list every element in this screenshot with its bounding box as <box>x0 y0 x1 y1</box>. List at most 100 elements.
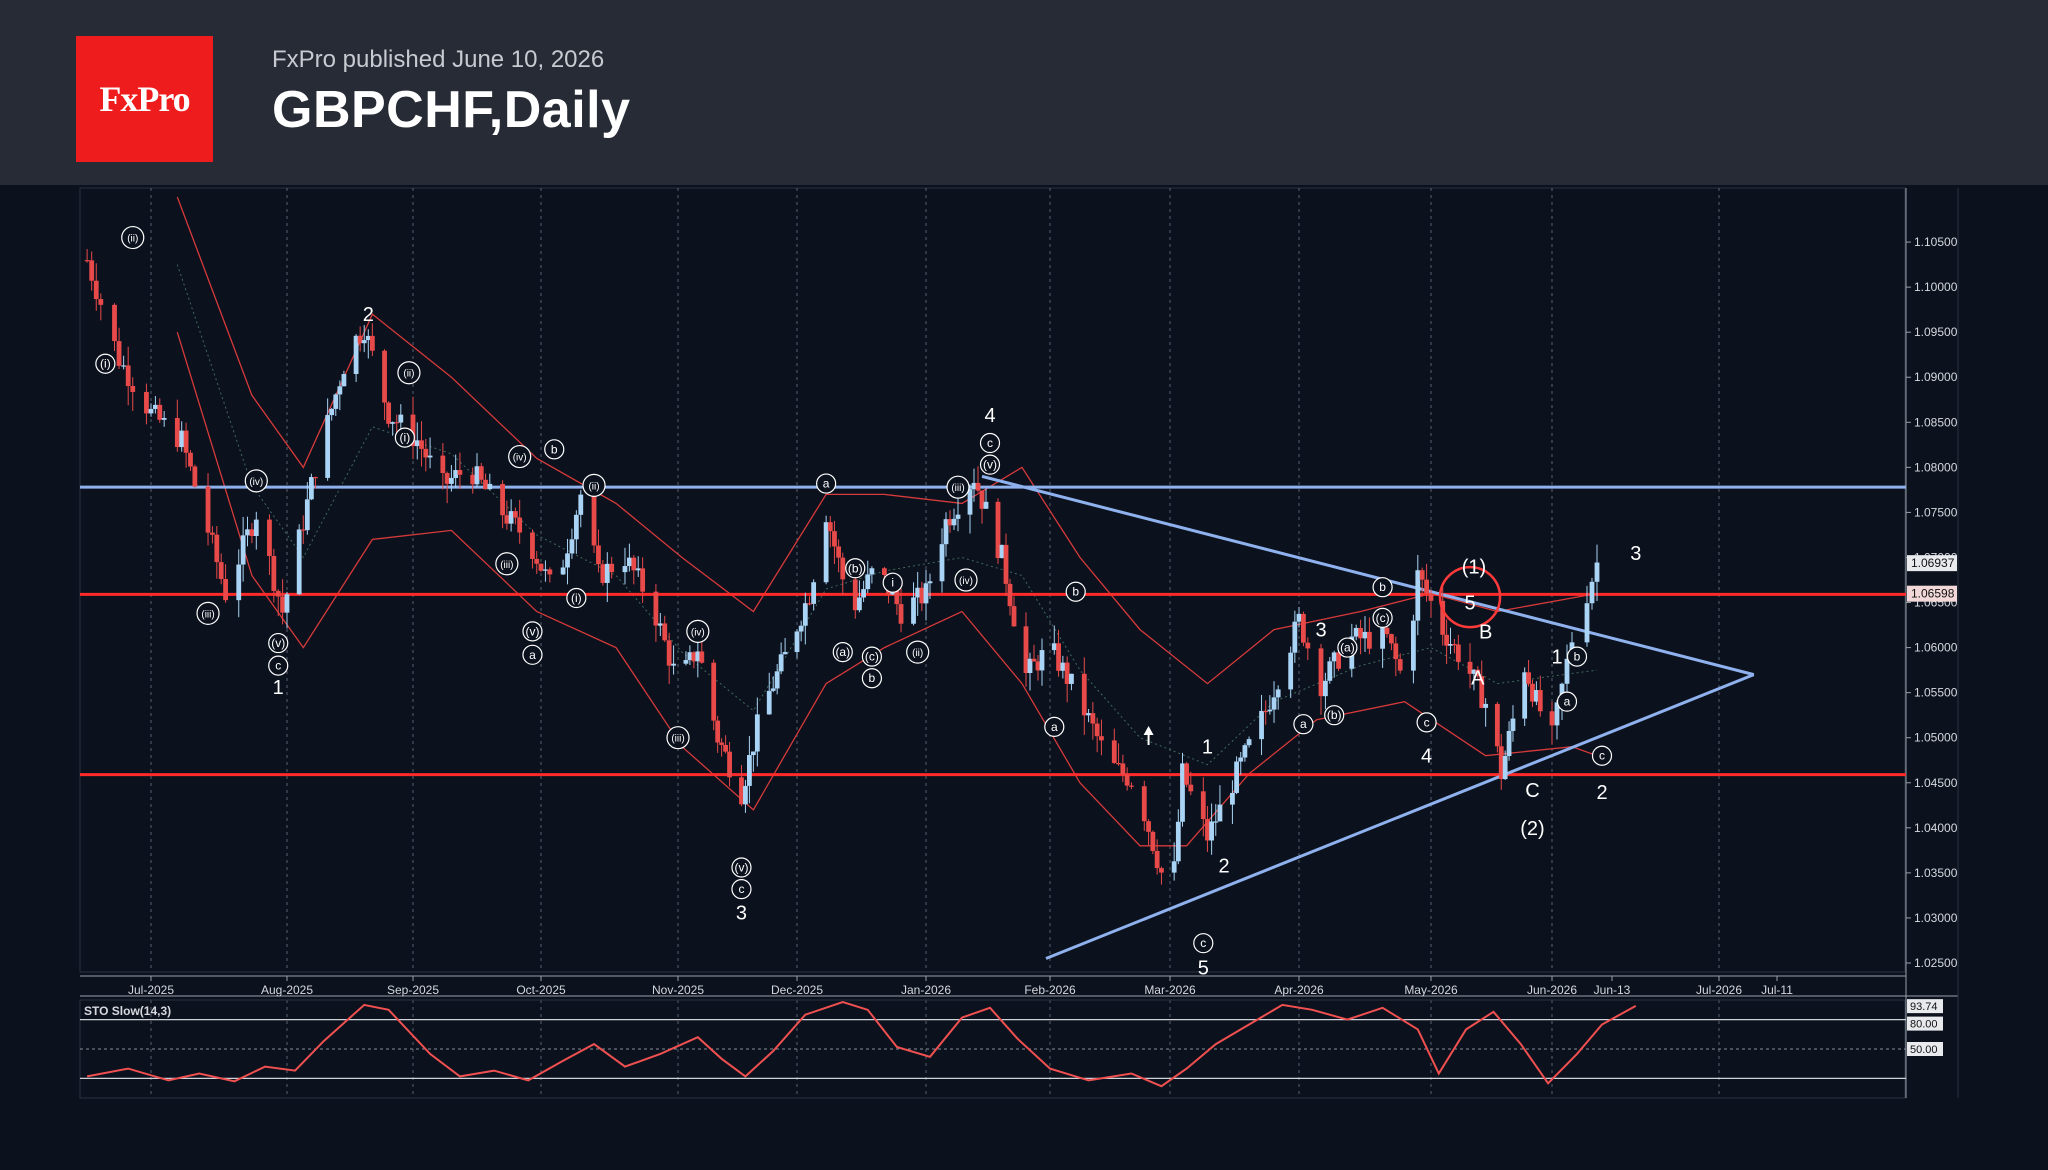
triangle-upper-line <box>981 474 1755 677</box>
candle <box>313 477 318 479</box>
wave-label-circle <box>95 353 116 374</box>
candle <box>683 660 689 664</box>
wave-label-circle <box>268 632 289 654</box>
candle <box>754 714 760 752</box>
candle <box>271 555 277 591</box>
candle <box>267 519 272 556</box>
wave-label-circle <box>196 601 220 625</box>
candle <box>1150 831 1156 851</box>
candle <box>337 386 343 395</box>
candle <box>1200 791 1206 820</box>
candle <box>1471 669 1477 674</box>
candle <box>747 755 752 786</box>
candle <box>807 603 812 605</box>
candle <box>1035 661 1041 671</box>
x-tick-label: Jul-2026 <box>1696 983 1742 997</box>
candle <box>560 567 566 575</box>
wave-label-circle <box>1556 691 1578 712</box>
x-tick-label: Sep-2025 <box>387 983 439 997</box>
wave-label: C <box>1525 780 1539 802</box>
candle <box>578 494 584 515</box>
candle <box>1099 736 1104 741</box>
candle <box>1031 658 1037 662</box>
candle <box>671 663 676 666</box>
candle <box>1502 756 1508 780</box>
candle <box>691 652 697 662</box>
wave-label: a <box>1051 720 1058 734</box>
candle <box>657 623 663 626</box>
candle <box>534 558 540 564</box>
x-tick-label: Jun-13 <box>1594 983 1631 997</box>
wave-label: c <box>1200 936 1206 950</box>
y-tick-label: 1.03500 <box>1914 866 1958 880</box>
candle <box>1217 804 1223 822</box>
candle <box>1589 581 1595 604</box>
candle <box>1323 680 1328 697</box>
candle <box>1362 631 1368 639</box>
candle <box>911 597 916 624</box>
y-tick-label: 1.10000 <box>1914 280 1958 294</box>
candle <box>852 579 858 611</box>
y-tick-label: 1.04000 <box>1914 821 1958 835</box>
candle <box>361 340 367 344</box>
candle <box>148 408 154 414</box>
candle <box>1234 761 1239 793</box>
candle <box>635 568 641 571</box>
candle <box>699 651 705 663</box>
wave-label: (c) <box>865 650 879 664</box>
candle <box>1452 644 1457 646</box>
candle <box>296 529 302 595</box>
candle <box>750 751 756 756</box>
candle <box>444 473 450 484</box>
candle <box>927 581 933 584</box>
candle <box>951 518 957 526</box>
candle <box>1081 673 1087 716</box>
wave-label: A <box>1471 667 1485 689</box>
candle <box>1384 627 1390 635</box>
candle <box>1129 785 1134 787</box>
up-arrow-icon <box>1143 725 1154 745</box>
wave-label-circle <box>544 439 565 460</box>
candle <box>1175 821 1181 862</box>
candle <box>161 417 167 420</box>
candle <box>898 604 904 624</box>
candle <box>174 417 180 448</box>
wave-label: (b) <box>1327 708 1342 722</box>
wave-label: 2 <box>363 304 374 326</box>
wave-label-circle <box>1372 607 1393 628</box>
stochastic-tag-bg <box>1907 1042 1943 1056</box>
x-tick-label: Oct-2025 <box>516 983 566 997</box>
candle <box>98 299 104 305</box>
candle <box>723 744 728 752</box>
candle <box>1594 562 1600 582</box>
candle <box>1411 620 1416 671</box>
wave-label: (a) <box>835 645 850 659</box>
candle <box>300 529 306 531</box>
candle <box>1331 652 1337 662</box>
candle <box>1428 593 1434 601</box>
candle <box>600 564 606 583</box>
x-tick-label: Jan-2026 <box>901 983 951 997</box>
candle <box>1230 792 1235 805</box>
y-tick-label: 1.02500 <box>1914 956 1958 970</box>
candle <box>214 534 220 563</box>
stochastic-line <box>86 1000 1637 1088</box>
candle <box>304 499 310 531</box>
candle <box>1526 672 1531 684</box>
candle <box>487 483 493 490</box>
candle <box>410 414 416 447</box>
wave-label: 1 <box>273 677 284 699</box>
candle <box>565 553 570 568</box>
wave-label: B <box>1479 621 1492 643</box>
wave-label: (iv) <box>959 576 973 587</box>
candle <box>1296 613 1302 622</box>
candle <box>1367 631 1372 649</box>
wave-label-circle <box>666 726 690 750</box>
candle <box>1159 868 1164 873</box>
candle <box>832 531 837 547</box>
wave-label-circle <box>906 640 930 664</box>
candle <box>840 557 846 580</box>
candle <box>1023 626 1029 674</box>
candle <box>192 466 198 487</box>
